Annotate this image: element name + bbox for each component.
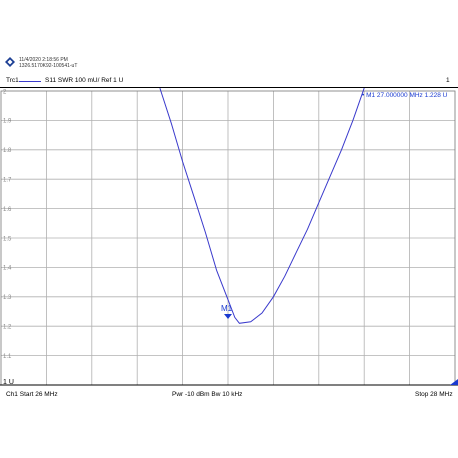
y-tick-label: 1.1 bbox=[3, 354, 12, 360]
y-tick-label: 1.9 bbox=[3, 119, 12, 125]
start-frequency[interactable]: Ch1 Start 26 MHz bbox=[6, 391, 58, 398]
header: 11/4/2020 2:18:56 PM 1326.5170K92-100541… bbox=[0, 0, 458, 88]
instrument-stamp: 11/4/2020 2:18:56 PM 1326.5170K92-100541… bbox=[19, 57, 77, 69]
footer: Ch1 Start 26 MHz Pwr -10 dBm Bw 10 kHz S… bbox=[0, 389, 458, 401]
y-tick-label: 1.4 bbox=[3, 266, 12, 272]
reference-arrow-icon bbox=[450, 379, 458, 385]
rohde-schwarz-logo-icon bbox=[5, 57, 15, 67]
timestamp: 11/4/2020 2:18:56 PM bbox=[19, 57, 68, 63]
header-divider bbox=[0, 87, 458, 88]
trace-legend-line bbox=[19, 81, 41, 82]
power-bandwidth[interactable]: Pwr -10 dBm Bw 10 kHz bbox=[172, 391, 243, 398]
swr-chart[interactable]: 2 1.9 1.8 1.7 1.6 1.5 1.4 1.3 1.2 1.1 1 U M1 • M1 … bbox=[0, 87, 458, 389]
s11-swr-trace bbox=[159, 87, 365, 324]
serial-number: 1326.5170K92-100541-uT bbox=[19, 63, 78, 69]
y-tick-label: 1.6 bbox=[3, 207, 12, 213]
y-tick-label: 1.5 bbox=[3, 236, 12, 242]
y-tick-label: 1 U bbox=[3, 379, 14, 386]
y-tick-label: 1.8 bbox=[3, 148, 12, 154]
y-tick-label: 1.2 bbox=[3, 325, 12, 331]
stop-frequency[interactable]: Stop 28 MHz bbox=[415, 391, 453, 398]
y-tick-label: 2 bbox=[3, 89, 7, 95]
y-tick-label: 1.7 bbox=[3, 178, 12, 184]
trace-legend: Trc1 S11 SWR 100 mU/ Ref 1 U 1 bbox=[0, 76, 458, 86]
channel-number: 1 bbox=[446, 77, 450, 84]
marker-readout: • M1 27.000000 MHz 1.228 U bbox=[362, 92, 448, 99]
trace-name[interactable]: Trc1 bbox=[6, 77, 19, 84]
trace-info[interactable]: S11 SWR 100 mU/ Ref 1 U bbox=[45, 77, 124, 84]
y-tick-label: 1.3 bbox=[3, 295, 12, 301]
marker-m1-triangle-icon bbox=[224, 313, 232, 319]
marker-m1-label: M1 bbox=[221, 304, 233, 313]
